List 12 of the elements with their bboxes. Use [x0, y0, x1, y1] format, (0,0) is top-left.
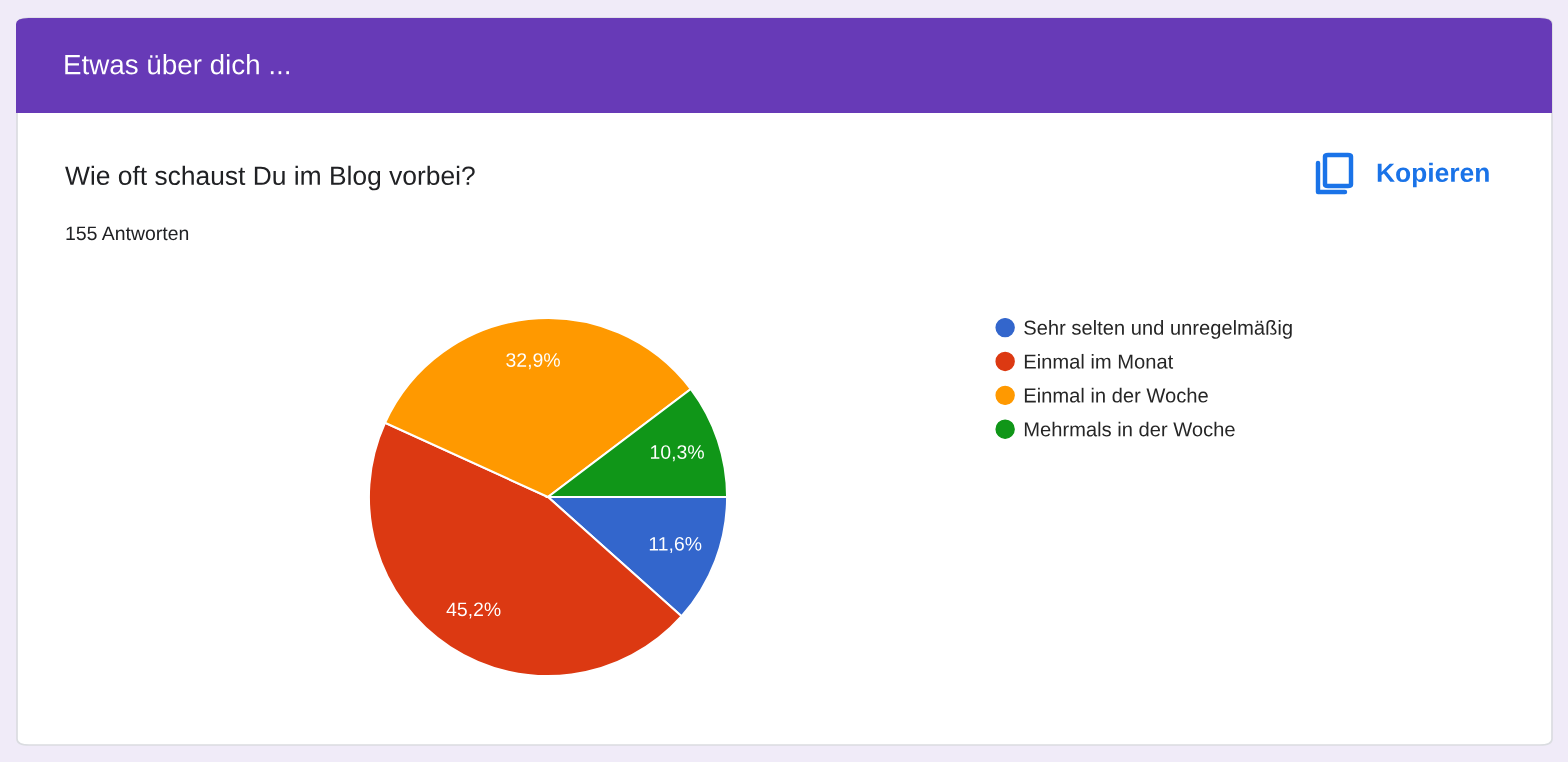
text: 155 Antworten: [66, 226, 189, 241]
legend-label: Einmal im Monat: [1024, 353, 1174, 369]
legend-label: Mehrmals in der Woche: [1024, 421, 1235, 437]
data-label: 11,6%: [649, 536, 702, 554]
legend-label: Einmal in der Woche: [1024, 387, 1208, 403]
text: Kopieren: [1377, 162, 1489, 188]
chart-title: Wie oft schaust Du im Blog vorbei?: [65, 165, 475, 191]
data-label: 10,3%: [650, 445, 704, 462]
legend-label: Sehr selten und unregelmäßig: [1024, 320, 1292, 339]
text: Etwas über dich ...: [65, 54, 289, 75]
data-label: 45,2%: [446, 602, 501, 619]
data-label: 32,9%: [506, 353, 560, 370]
